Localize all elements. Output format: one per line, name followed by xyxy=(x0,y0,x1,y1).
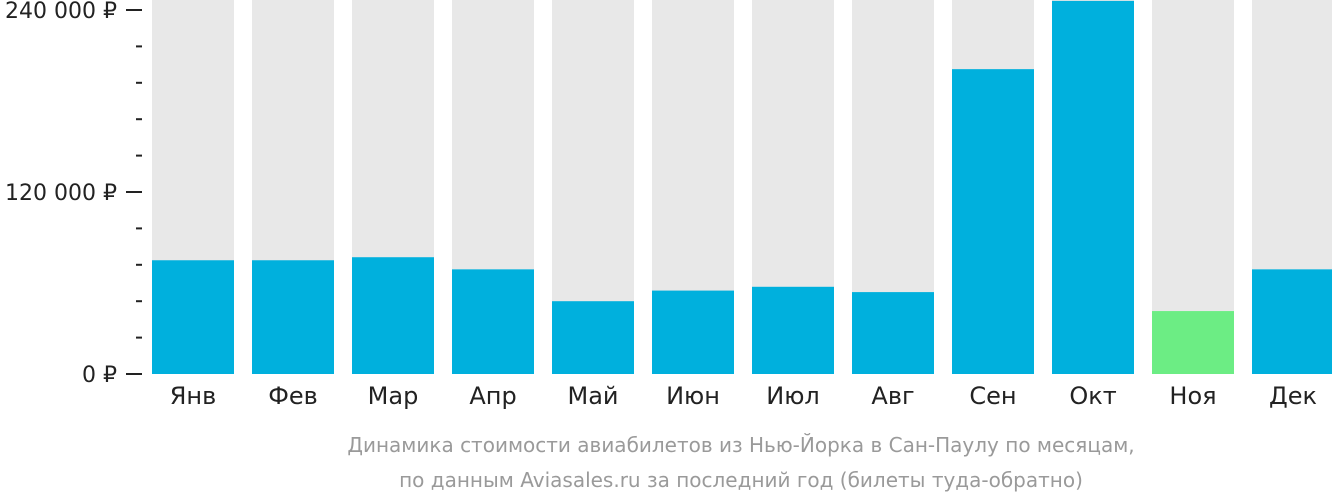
bar-6[interactable] xyxy=(652,290,734,374)
bar-5[interactable] xyxy=(552,301,634,374)
y-tick-label: 0 ₽ xyxy=(82,363,117,388)
bar-11[interactable] xyxy=(1152,311,1234,374)
x-tick-label: Авг xyxy=(871,382,914,410)
y-tick-label: 120 000 ₽ xyxy=(5,181,117,206)
bar-9[interactable] xyxy=(952,69,1034,375)
y-tick-label: 240 000 ₽ xyxy=(5,0,117,24)
x-tick-label: Окт xyxy=(1069,382,1116,410)
chart-caption-line-1: Динамика стоимости авиабилетов из Нью-Йо… xyxy=(347,433,1134,457)
bar-1[interactable] xyxy=(152,260,234,374)
x-tick-label: Дек xyxy=(1269,382,1317,410)
x-tick-label: Янв xyxy=(170,382,217,410)
x-tick-label: Фев xyxy=(268,382,318,410)
bar-10[interactable] xyxy=(1052,0,1134,375)
bars xyxy=(152,0,1332,375)
bar-7[interactable] xyxy=(752,286,834,374)
bar-8[interactable] xyxy=(852,292,934,374)
chart-caption-line-2: по данным Aviasales.ru за последний год … xyxy=(399,468,1083,492)
x-tick-label: Июл xyxy=(766,382,820,410)
x-tick-label: Июн xyxy=(666,382,720,410)
bar-3[interactable] xyxy=(352,257,434,374)
x-tick-label: Сен xyxy=(969,382,1016,410)
bar-12[interactable] xyxy=(1252,269,1332,374)
bar-4[interactable] xyxy=(452,269,534,374)
x-tick-label: Мар xyxy=(368,382,419,410)
x-tick-label: Ноя xyxy=(1169,382,1216,410)
x-tick-label: Апр xyxy=(469,382,516,410)
bar-2[interactable] xyxy=(252,260,334,374)
x-tick-label: Май xyxy=(567,382,618,410)
y-axis: 0 ₽ 120 000 ₽ 240 000 ₽ xyxy=(5,0,142,388)
x-axis-labels: Янв Фев Мар Апр Май Июн Июл Авг Сен Окт Ноя Дек xyxy=(170,382,1317,410)
